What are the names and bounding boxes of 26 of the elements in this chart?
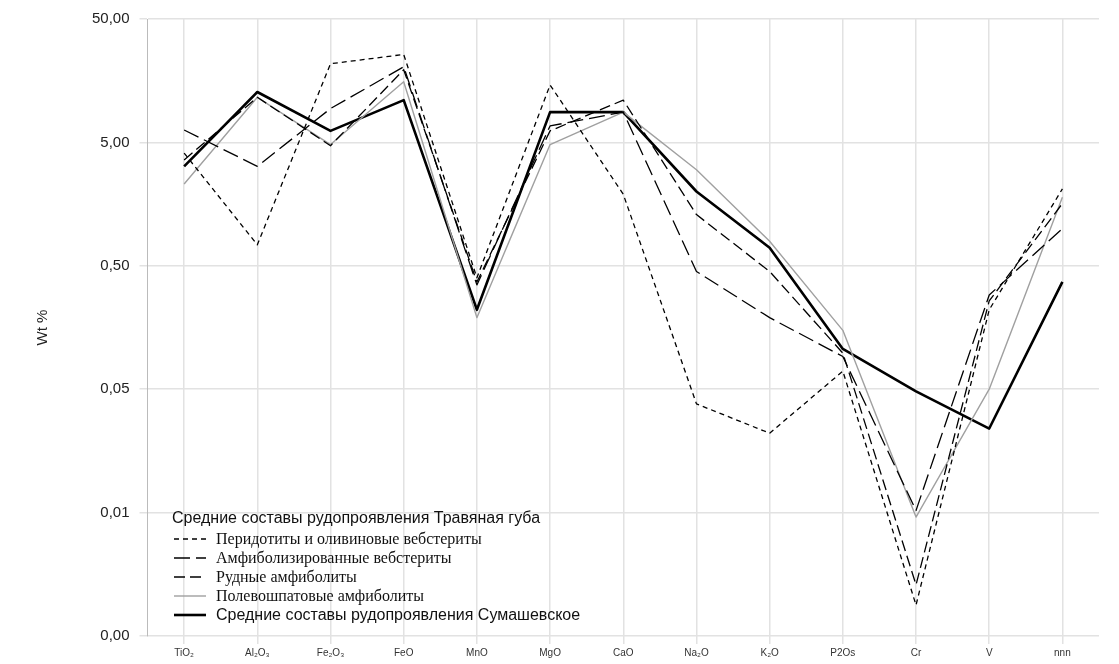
legend-label: Амфиболизированные вебстериты [216, 548, 452, 567]
x-tick-label: Fe₂O₃ [316, 646, 345, 658]
x-tick-label: TiO₂ [174, 646, 195, 658]
x-tick-label: MnO [466, 646, 488, 658]
legend-title: Средние составы рудопроявления Травяная губа [172, 508, 542, 527]
legend-label: Рудные амфиболиты [216, 567, 357, 586]
legend-label: Средние составы рудопроявления Сумашевское [216, 605, 581, 624]
y-tick-label: 5,00 [100, 132, 130, 150]
y-axis-title: Wt % [33, 309, 51, 346]
x-tick-label: CaO [612, 646, 634, 658]
y-tick-label: 0,50 [100, 255, 130, 273]
x-tick-label: FeO [393, 646, 414, 658]
legend-label: Перидотиты и оливиновые вебстериты [216, 529, 482, 548]
x-tick-label: nnn [1054, 646, 1071, 658]
y-tick-label: 0,01 [100, 502, 130, 520]
x-tick-label: MgO [539, 646, 562, 658]
y-tick-label: 0,00 [100, 626, 130, 644]
y-tick-label: 0,05 [100, 379, 130, 397]
legend-label: Полевошпатовые амфиболиты [216, 586, 425, 605]
x-tick-label: V [985, 646, 993, 658]
x-tick-label: Cr [910, 646, 922, 658]
x-tick-label: P2Os [830, 646, 856, 658]
y-tick-label: 50,00 [91, 9, 130, 27]
x-tick-label: K₂O [760, 646, 780, 658]
x-tick-label: Al₂O₃ [245, 646, 270, 658]
x-tick-label: Na₂O [684, 646, 709, 658]
